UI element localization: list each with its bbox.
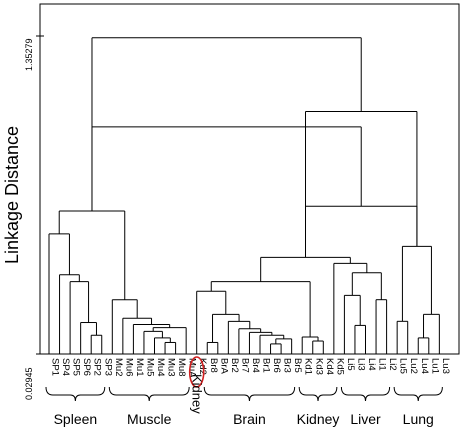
leaf-label: Lu4 — [419, 358, 430, 374]
leaf-label: SP2 — [92, 358, 103, 376]
leaf-label: Li3 — [355, 358, 366, 371]
group-label: Lung — [403, 411, 434, 427]
leaf-label: Lu2 — [408, 358, 419, 374]
group-label: Kidney — [297, 411, 340, 427]
group-bracket — [340, 386, 391, 402]
group-bracket — [298, 386, 338, 402]
leaf-label: BrA — [218, 358, 229, 375]
leaf-label: SP3 — [102, 358, 113, 376]
group-label: Liver — [350, 411, 381, 427]
leaf-label: Mu5 — [144, 358, 155, 376]
leaf-label: Mu3 — [166, 358, 177, 376]
leaf-label: Li2 — [387, 358, 398, 371]
leaf-label: Lu1 — [429, 358, 440, 374]
group-bracket — [108, 386, 190, 402]
leaf-label: SP4 — [60, 358, 71, 376]
leaf-label: Br1 — [261, 358, 272, 373]
leaf-label: Kd3 — [313, 358, 324, 375]
leaf-label: SP5 — [71, 358, 82, 376]
leaf-label: Br2 — [229, 358, 240, 373]
y-tick-label: 1.35279 — [24, 38, 34, 71]
dendrogram-links — [48, 37, 440, 354]
leaf-label: Mu1 — [134, 358, 145, 376]
leaf-label: Br8 — [208, 358, 219, 373]
leaf-label: Li4 — [366, 358, 377, 371]
group-label: Brain — [233, 411, 266, 427]
leaf-label: Kd4 — [324, 358, 335, 375]
leaf-label: Li1 — [377, 358, 388, 371]
group-label: Muscle — [127, 411, 172, 427]
group-bracket — [203, 386, 296, 402]
leaf-label: SP1 — [50, 358, 61, 376]
group-label: Spleen — [54, 411, 98, 427]
y-axis-title: Linkage Distance — [2, 126, 22, 264]
plot-frame — [39, 3, 460, 355]
leaf-label: Br6 — [271, 358, 282, 373]
leaf-label: Kd1 — [303, 358, 314, 375]
group-bracket — [45, 386, 106, 402]
y-tick-label: 0.02945 — [24, 367, 34, 400]
group-bracket — [393, 386, 443, 402]
leaf-label: Kd5 — [334, 358, 345, 375]
leaf-label: Lu5 — [398, 358, 409, 374]
leaf-label: Mu2 — [113, 358, 124, 376]
leaf-label: Br3 — [282, 358, 293, 373]
leaf-label: Lu3 — [440, 358, 451, 374]
leaf-label: Br7 — [239, 358, 250, 373]
leaf-label: Br4 — [250, 358, 261, 373]
group-label: Kidney — [190, 374, 205, 414]
leaf-label: Br5 — [292, 358, 303, 373]
leaf-label: MuA — [187, 358, 198, 378]
leaf-label: Mu4 — [155, 358, 166, 376]
leaf-label: Li5 — [345, 358, 356, 371]
leaf-label: Mu8 — [176, 358, 187, 376]
leaf-label: Mu6 — [123, 358, 134, 376]
highlight-ellipse — [188, 356, 205, 388]
leaf-label: SP6 — [81, 358, 92, 376]
